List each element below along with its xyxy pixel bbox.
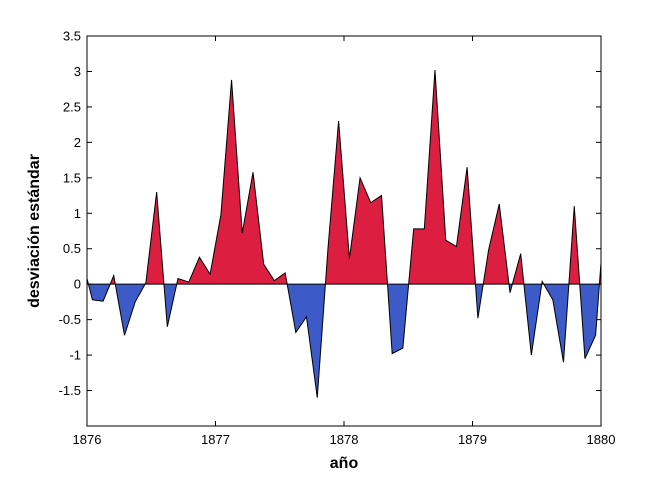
positive-area-4 — [145, 192, 164, 285]
negative-area-5 — [163, 284, 177, 327]
y-tick-label: 3 — [74, 64, 81, 79]
y-tick-label: -0.5 — [59, 312, 81, 327]
y-tick-label: 0 — [74, 277, 81, 292]
y-tick-label: 2 — [74, 135, 81, 150]
x-tick-label: 1880 — [587, 432, 616, 447]
y-axis-title: desviación estándar — [26, 154, 43, 308]
positive-area-18 — [568, 206, 580, 285]
x-tick-label: 1876 — [73, 432, 102, 447]
positive-area-8 — [325, 121, 388, 285]
y-tick-label: 0.5 — [63, 241, 81, 256]
y-tick-label: 2.5 — [63, 99, 81, 114]
positive-area-6 — [176, 79, 288, 285]
plot-area-fills — [87, 70, 601, 398]
plot-area-line — [86, 70, 602, 398]
y-tick-label: 1 — [74, 206, 81, 221]
x-tick-label: 1878 — [330, 432, 359, 447]
axis-tick-labels: 1876 1877 1878 1879 1880 -1.5 -1 -0.5 0 0.5 1 1.5 2 2… — [59, 29, 616, 448]
x-tick-label: 1879 — [458, 432, 487, 447]
x-tick-label: 1877 — [201, 432, 230, 447]
y-tick-label: 1.5 — [63, 170, 81, 185]
negative-area-17 — [543, 284, 569, 363]
y-tick-label: -1 — [69, 348, 81, 363]
negative-area-7 — [287, 284, 326, 398]
series-line — [86, 70, 602, 398]
axis-ticks — [86, 35, 602, 426]
y-tick-label: -1.5 — [59, 383, 81, 398]
positive-area-12 — [483, 204, 509, 285]
y-tick-label: 3.5 — [63, 29, 81, 44]
negative-area-9 — [387, 284, 409, 354]
negative-area-19 — [579, 284, 600, 359]
x-axis-title: año — [330, 455, 359, 472]
negative-area-15 — [523, 284, 542, 356]
